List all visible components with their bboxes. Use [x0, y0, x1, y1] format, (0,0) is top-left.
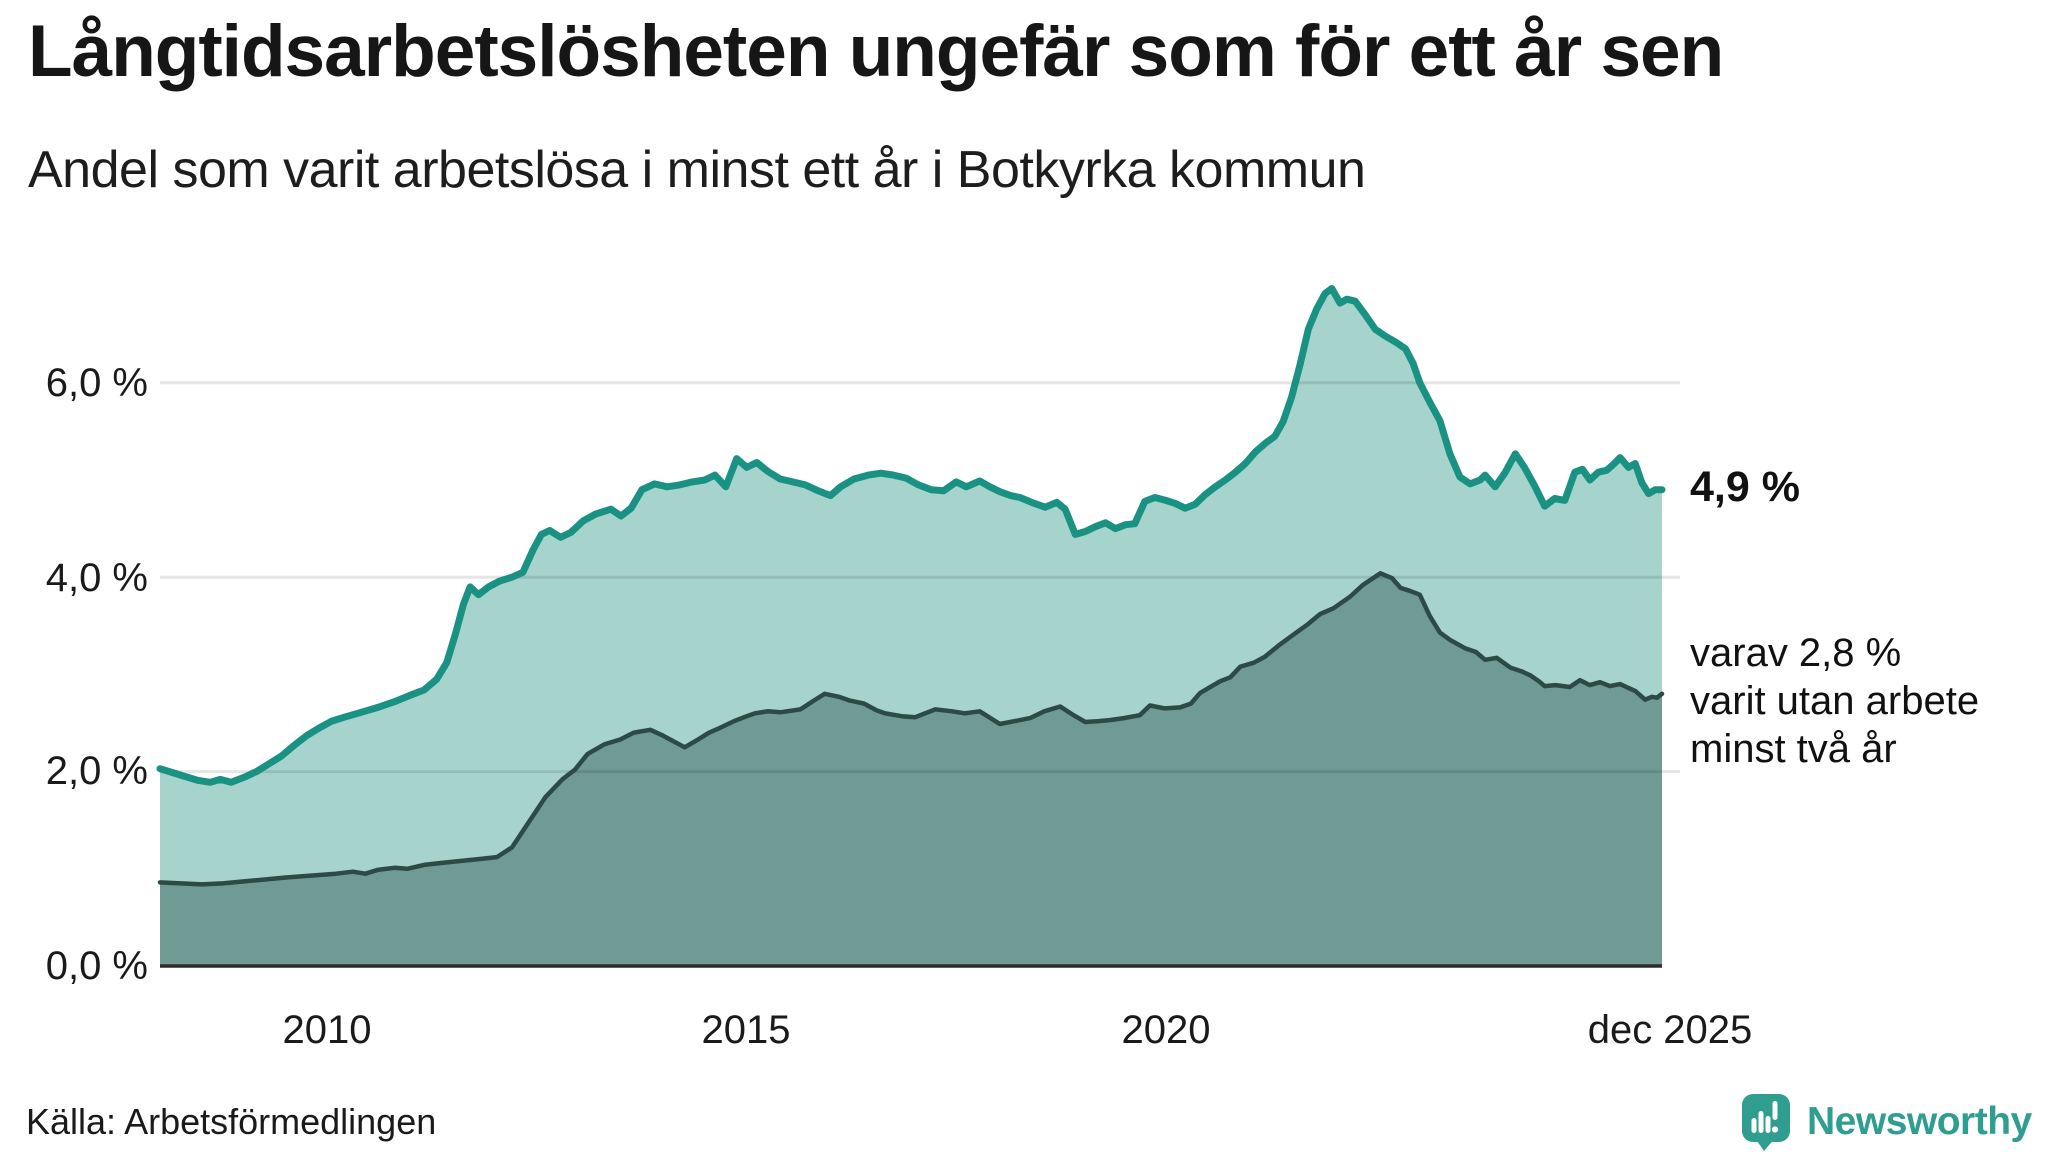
page-subtitle: Andel som varit arbetslösa i minst ett å… [28, 141, 1366, 199]
y-tick-4: 4,0 % [45, 556, 148, 600]
x-tick-2010: 2010 [282, 1008, 372, 1052]
end-value-label-1yr: 4,9 % [1690, 463, 1800, 511]
end-note-label-2yr: varav 2,8 % varit utan arbete minst två … [1690, 629, 1979, 773]
y-tick-6: 6,0 % [45, 361, 148, 405]
line-unemployed-2yr [157, 571, 1665, 887]
y-tick-2: 2,0 % [45, 749, 148, 793]
x-tick-2020: 2020 [1121, 1008, 1211, 1052]
x-tick-2015: 2015 [701, 1008, 791, 1052]
end-note-line-1: varav 2,8 % [1690, 631, 1902, 675]
x-tick-dec-2025: dec 2025 [1587, 1008, 1753, 1052]
source-credit: Källa: Arbetsförmedlingen [26, 1101, 437, 1142]
area-unemployed-2yr [160, 573, 1662, 966]
gridlines [160, 381, 1680, 774]
page-title: Långtidsarbetslösheten ungefär som för e… [28, 11, 1724, 92]
series-lines [156, 285, 1666, 887]
y-tick-0: 0,0 % [45, 944, 148, 988]
end-note-line-3: minst två år [1690, 727, 1897, 771]
newsworthy-wordmark: Newsworthy [1807, 1100, 2032, 1143]
line-unemployed-1yr [156, 285, 1666, 786]
area-fills [160, 288, 1662, 966]
end-note-line-2: varit utan arbete [1690, 679, 1980, 723]
newsworthy-speech-bubble-barchart-icon [1742, 1094, 1790, 1151]
newsworthy-logo: Newsworthy [1738, 1092, 2032, 1152]
